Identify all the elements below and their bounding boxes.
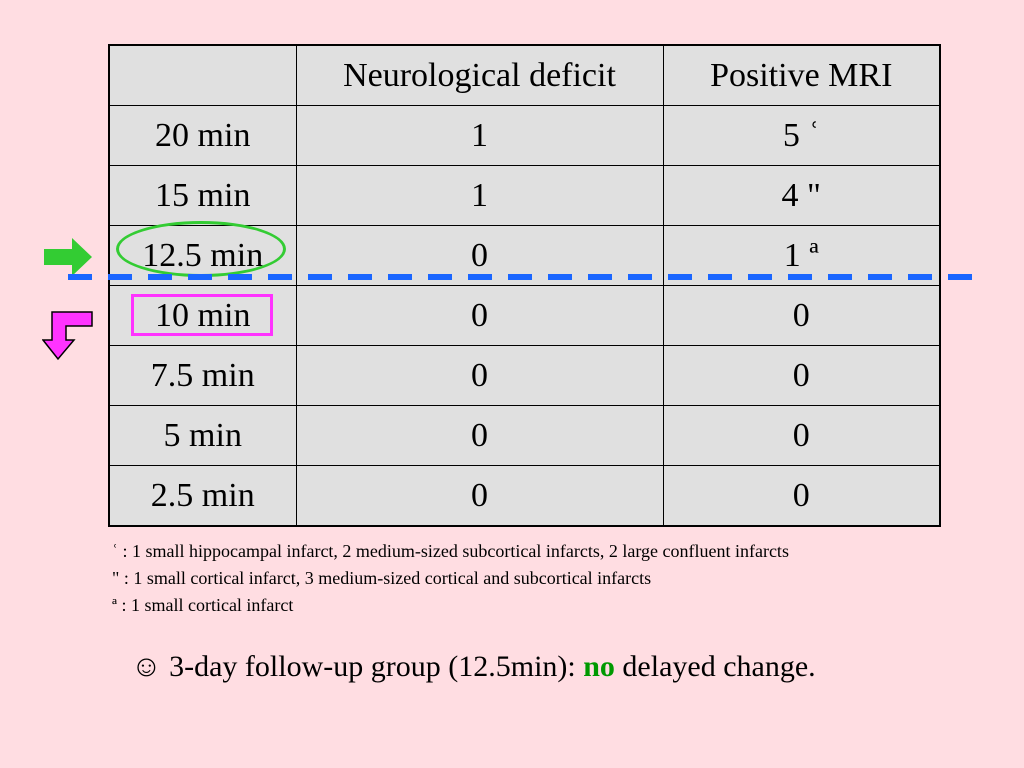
highlight-ellipse: [116, 221, 286, 277]
footnote: ʿ : 1 small hippocampal infarct, 2 mediu…: [112, 541, 789, 561]
table-row: 7.5 min 0 0: [108, 345, 941, 406]
deficit-cell: 1: [295, 105, 664, 166]
mri-cell: 0: [662, 465, 941, 527]
mri-cell: 0: [662, 345, 941, 406]
time-cell: 20 min: [108, 105, 297, 166]
mri-cell: 0: [662, 405, 941, 466]
footnotes: ʿ : 1 small hippocampal infarct, 2 mediu…: [112, 538, 789, 619]
table-row: 2.5 min 0 0: [108, 465, 941, 527]
table-row: 5 min 0 0: [108, 405, 941, 466]
highlight-rectangle: [131, 294, 273, 336]
footnote: " : 1 small cortical infarct, 3 medium-s…: [112, 568, 652, 588]
mri-cell: 4 ": [662, 165, 941, 226]
footnote: ª : 1 small cortical infarct: [112, 595, 294, 615]
table-row: 20 min 1 5 ʿ: [108, 105, 941, 166]
deficit-cell: 0: [295, 405, 664, 466]
time-cell: 5 min: [108, 405, 297, 466]
down-turn-arrow-icon: [42, 311, 93, 361]
right-arrow-icon: [44, 238, 92, 276]
mri-cell: 5 ʿ: [662, 105, 941, 166]
threshold-dashed-line: [68, 274, 980, 280]
deficit-cell: 0: [295, 285, 664, 346]
header-cell-blank: [108, 44, 297, 106]
conclusion-prefix: ☺ 3-day follow-up group (12.5min):: [131, 650, 584, 683]
deficit-cell: 0: [295, 465, 664, 527]
conclusion-text: ☺ 3-day follow-up group (12.5min): no de…: [131, 650, 816, 684]
header-positive-mri: Positive MRI: [662, 44, 941, 106]
time-cell: 15 min: [108, 165, 297, 226]
table-row: 15 min 1 4 ": [108, 165, 941, 226]
header-neurological-deficit: Neurological deficit: [295, 44, 664, 106]
time-cell: 2.5 min: [108, 465, 297, 527]
time-cell: 7.5 min: [108, 345, 297, 406]
deficit-cell: 0: [295, 345, 664, 406]
deficit-cell: 1: [295, 165, 664, 226]
mri-cell: 0: [662, 285, 941, 346]
conclusion-suffix: delayed change.: [614, 650, 816, 683]
results-table: Neurological deficit Positive MRI 20 min…: [108, 44, 941, 527]
table-header-row: Neurological deficit Positive MRI: [108, 44, 941, 106]
conclusion-highlight: no: [583, 650, 615, 683]
